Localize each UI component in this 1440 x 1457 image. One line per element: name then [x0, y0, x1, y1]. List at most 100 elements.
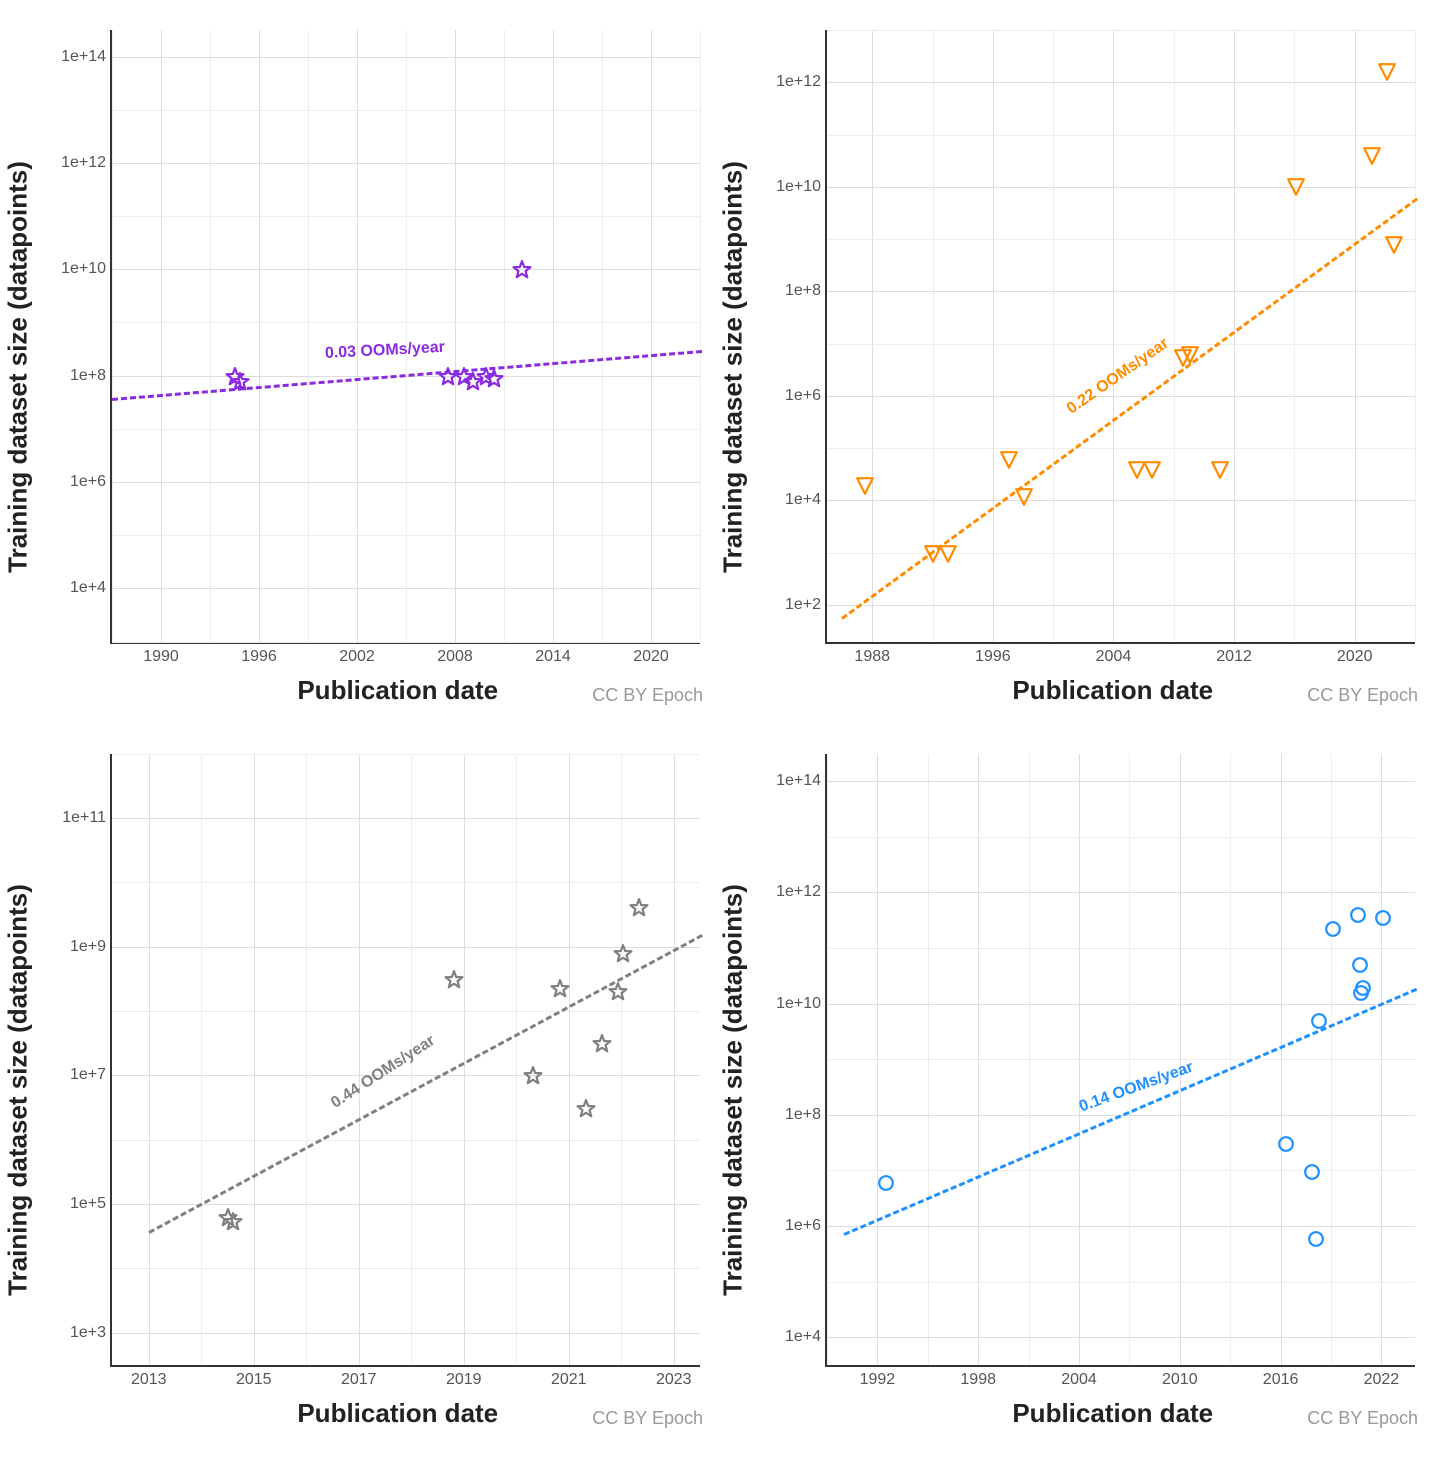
triangle-down-marker [1210, 460, 1230, 480]
circle-marker [877, 1174, 895, 1192]
panel-top-right: Training dataset size (datapoints)Public… [725, 10, 1430, 724]
gridline-vertical [359, 754, 360, 1366]
gridline-vertical [254, 754, 255, 1366]
gridline-vertical [569, 754, 570, 1366]
x-axis-label: Publication date [1012, 1398, 1213, 1429]
x-tick-label: 1988 [854, 648, 890, 666]
y-tick-label: 1e+14 [61, 48, 106, 66]
trend-annotation: 0.44 OOMs/year [328, 1032, 439, 1112]
gridline-vertical [149, 754, 150, 1366]
panel-bottom-right: Training dataset size (datapoints)Public… [725, 734, 1430, 1448]
triangle-down-marker [1142, 460, 1162, 480]
panel-top-left: Training dataset size (datapoints)Public… [10, 10, 715, 724]
gridline-horizontal [827, 1337, 1415, 1338]
x-tick-label: 2020 [633, 648, 669, 666]
y-tick-label: 1e+8 [785, 282, 821, 300]
gridline-horizontal [112, 482, 700, 483]
gridline-vertical [455, 30, 456, 642]
y-axis-label: Training dataset size (datapoints) [3, 884, 34, 1296]
y-tick-label: 1e+12 [776, 73, 821, 91]
star-marker [629, 898, 649, 918]
attribution-text: CC BY Epoch [1307, 685, 1418, 706]
x-tick-label: 2014 [535, 648, 571, 666]
gridline-horizontal [827, 1226, 1415, 1227]
plot-area: 2013201520172019202120231e+31e+51e+71e+9… [110, 754, 700, 1368]
x-tick-label: 1990 [143, 648, 179, 666]
star-marker [592, 1034, 612, 1054]
x-tick-label: 1992 [860, 1371, 896, 1389]
trend-line [148, 934, 703, 1234]
y-axis-label: Training dataset size (datapoints) [718, 884, 749, 1296]
gridline-horizontal [112, 57, 700, 58]
y-tick-label: 1e+9 [70, 938, 106, 956]
star-marker [550, 979, 570, 999]
x-axis-label: Publication date [297, 675, 498, 706]
gridline-horizontal [112, 818, 700, 819]
gridline-horizontal [827, 187, 1415, 188]
trend-annotation: 0.22 OOMs/year [1064, 335, 1173, 419]
x-tick-label: 2008 [437, 648, 473, 666]
triangle-down-marker [1180, 345, 1200, 365]
circle-marker [1349, 906, 1367, 924]
triangle-down-marker [938, 544, 958, 564]
x-tick-label: 2022 [1364, 1371, 1400, 1389]
gridline-vertical [464, 754, 465, 1366]
y-tick-label: 1e+8 [70, 367, 106, 385]
x-tick-label: 2004 [1061, 1371, 1097, 1389]
x-tick-label: 2013 [131, 1371, 167, 1389]
gridline-vertical [1355, 30, 1356, 642]
gridline-vertical [651, 30, 652, 642]
y-tick-label: 1e+10 [61, 260, 106, 278]
circle-marker [1324, 920, 1342, 938]
gridline-horizontal [112, 163, 700, 164]
triangle-down-marker [999, 450, 1019, 470]
x-tick-label: 2012 [1216, 648, 1252, 666]
x-tick-label: 1998 [960, 1371, 996, 1389]
circle-marker [1354, 979, 1372, 997]
triangle-down-marker [1014, 487, 1034, 507]
x-tick-label: 2020 [1337, 648, 1373, 666]
gridline-vertical [259, 30, 260, 642]
star-marker [613, 944, 633, 964]
y-tick-label: 1e+11 [62, 809, 106, 827]
circle-marker [1277, 1135, 1295, 1153]
x-tick-label: 2004 [1096, 648, 1132, 666]
star-marker [484, 369, 504, 389]
star-marker [230, 372, 250, 392]
trend-annotation: 0.03 OOMs/year [325, 338, 446, 362]
gridline-horizontal [827, 500, 1415, 501]
circle-marker [1307, 1230, 1325, 1248]
attribution-text: CC BY Epoch [592, 685, 703, 706]
y-tick-label: 1e+12 [776, 883, 821, 901]
y-tick-label: 1e+8 [785, 1106, 821, 1124]
gridline-horizontal [112, 1333, 700, 1334]
gridline-vertical [553, 30, 554, 642]
panel-bottom-left: Training dataset size (datapoints)Public… [10, 734, 715, 1448]
y-tick-label: 1e+4 [785, 491, 821, 509]
triangle-down-marker [1286, 177, 1306, 197]
gridline-horizontal [112, 1075, 700, 1076]
y-tick-label: 1e+7 [70, 1066, 106, 1084]
gridline-horizontal [112, 947, 700, 948]
x-axis-label: Publication date [297, 1398, 498, 1429]
plot-area: 198819962004201220201e+21e+41e+61e+81e+1… [825, 30, 1415, 644]
y-tick-label: 1e+12 [61, 154, 106, 172]
attribution-text: CC BY Epoch [1307, 1408, 1418, 1429]
y-tick-label: 1e+4 [785, 1328, 821, 1346]
gridline-horizontal [827, 781, 1415, 782]
y-tick-label: 1e+14 [776, 772, 821, 790]
x-tick-label: 2016 [1263, 1371, 1299, 1389]
gridline-horizontal [112, 588, 700, 589]
gridline-vertical [674, 754, 675, 1366]
gridline-horizontal [112, 269, 700, 270]
x-tick-label: 2017 [341, 1371, 377, 1389]
circle-marker [1374, 909, 1392, 927]
x-tick-label: 2019 [446, 1371, 482, 1389]
star-marker [608, 982, 628, 1002]
circle-marker [1310, 1012, 1328, 1030]
x-tick-label: 2002 [339, 648, 375, 666]
x-tick-label: 2015 [236, 1371, 272, 1389]
gridline-horizontal [827, 605, 1415, 606]
y-tick-label: 1e+6 [785, 1217, 821, 1235]
triangle-down-marker [855, 476, 875, 496]
